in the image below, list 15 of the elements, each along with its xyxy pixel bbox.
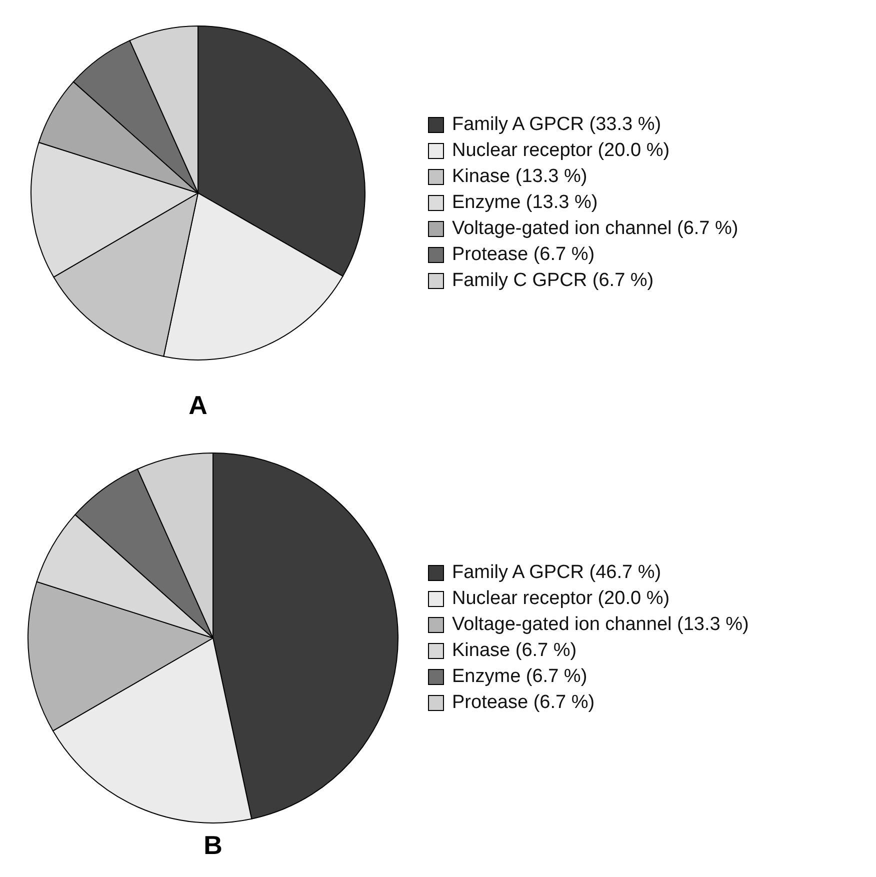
text: A (188, 390, 208, 421)
legend-label: Kinase (6.7 %) (452, 639, 577, 663)
legend-label: Voltage-gated ion channel (6.7 %) (452, 217, 738, 241)
legend-label: Nuclear receptor (20.0 %) (452, 139, 670, 163)
legend-label: Family A GPCR (46.7 %) (452, 561, 662, 585)
legend-label: Protease (6.7 %) (452, 691, 595, 715)
legend-label: Voltage-gated ion channel (13.3 %) (452, 613, 749, 637)
legend-label: Family A GPCR (33.3 %) (452, 113, 662, 137)
legend-label: Enzyme (6.7 %) (452, 665, 588, 689)
legend-label: Protease (6.7 %) (452, 243, 595, 267)
legend-label: Enzyme (13.3 %) (452, 191, 598, 215)
legend-label: Family C GPCR (6.7 %) (452, 269, 654, 293)
legend-label: Nuclear receptor (20.0 %) (452, 587, 670, 611)
text: B (202, 830, 224, 861)
legend-label: Kinase (13.3 %) (452, 165, 588, 189)
